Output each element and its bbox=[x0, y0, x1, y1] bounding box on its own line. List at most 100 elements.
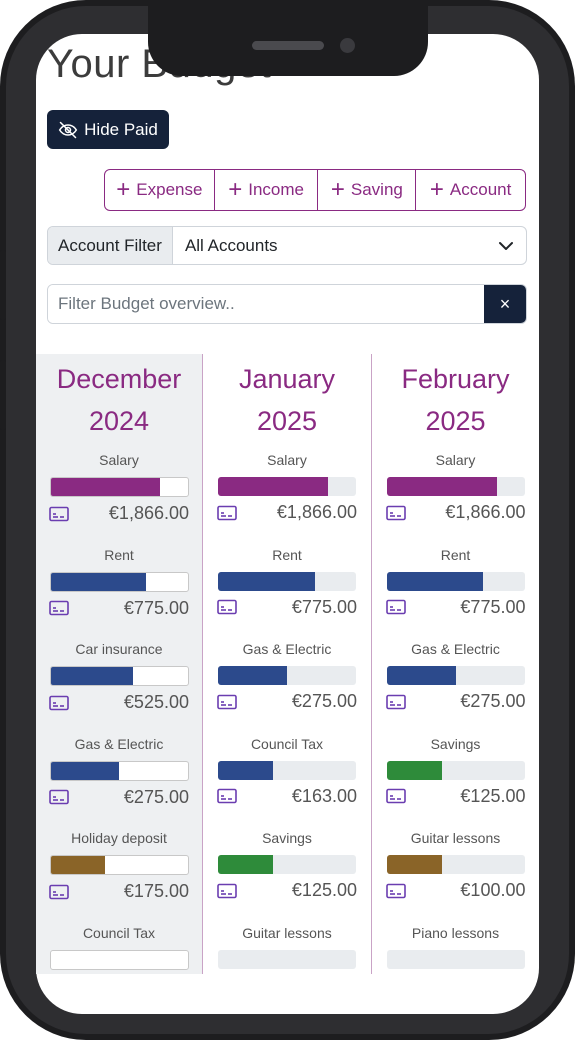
budget-item[interactable]: Rent €775.00 bbox=[203, 547, 371, 618]
month-column: January 2025 Salary €1,866.00 Rent €775.00 Gas… bbox=[203, 354, 371, 974]
month-column: February 2025 Salary €1,866.00 Rent €775.00 Ga… bbox=[372, 354, 539, 974]
budget-item[interactable]: Salary €1,866.00 bbox=[203, 452, 371, 523]
budget-progress-fill bbox=[386, 855, 442, 874]
account-filter-label: Account Filter bbox=[48, 227, 173, 264]
budget-item-name: Savings bbox=[262, 830, 312, 846]
budget-item-name: Council Tax bbox=[250, 735, 324, 752]
budget-item[interactable]: Gas & Electric €275.00 bbox=[36, 736, 202, 808]
budget-progress-fill bbox=[386, 666, 456, 685]
budget-item-footer: €525.00 bbox=[49, 692, 189, 713]
add-account-button[interactable]: + Account bbox=[416, 170, 525, 210]
credit-card-icon[interactable] bbox=[217, 599, 237, 615]
budget-item[interactable]: Savings €125.00 bbox=[203, 830, 371, 901]
budget-item-name: Savings bbox=[430, 735, 481, 752]
budget-item[interactable]: Gas & Electric €275.00 bbox=[203, 641, 371, 712]
phone-notch bbox=[148, 0, 428, 76]
budget-progress-fill bbox=[50, 856, 106, 874]
budget-progress-bar bbox=[49, 571, 189, 592]
credit-card-icon[interactable] bbox=[385, 505, 406, 521]
budget-item[interactable]: Guitar lessons €100.00 bbox=[372, 830, 539, 901]
budget-item-footer: €125.00 bbox=[217, 880, 357, 901]
budget-item-amount: €275.00 bbox=[460, 691, 526, 711]
month-name: December bbox=[56, 364, 182, 394]
budget-item[interactable]: Piano lessons bbox=[372, 925, 539, 969]
credit-card-icon[interactable] bbox=[385, 599, 406, 615]
account-filter-select[interactable]: All Accounts bbox=[173, 227, 526, 264]
chevron-down-icon bbox=[499, 241, 513, 250]
add-saving-button[interactable]: + Saving bbox=[318, 170, 417, 210]
account-filter: Account Filter All Accounts bbox=[47, 226, 527, 265]
budget-item-amount: €275.00 bbox=[291, 691, 357, 711]
budget-item[interactable]: Holiday deposit €175.00 bbox=[36, 830, 202, 902]
budget-item[interactable]: Rent €775.00 bbox=[372, 547, 539, 618]
budget-progress-bar bbox=[386, 949, 525, 969]
hide-paid-label: Hide Paid bbox=[84, 119, 158, 139]
budget-item[interactable]: Salary €1,866.00 bbox=[372, 452, 539, 523]
credit-card-icon[interactable] bbox=[49, 506, 69, 522]
add-income-button[interactable]: + Income bbox=[215, 170, 319, 210]
budget-item[interactable]: Council Tax bbox=[36, 925, 202, 970]
budget-item-footer: €125.00 bbox=[385, 785, 526, 807]
clear-search-button[interactable]: × bbox=[484, 285, 526, 323]
plus-icon: + bbox=[330, 176, 345, 203]
credit-card-icon[interactable] bbox=[385, 788, 406, 804]
budget-item-footer: €100.00 bbox=[385, 880, 526, 901]
credit-card-icon[interactable] bbox=[49, 884, 69, 900]
budget-item-name: Guitar lessons bbox=[242, 924, 332, 941]
credit-card-icon[interactable] bbox=[385, 883, 406, 899]
budget-item-name: Piano lessons bbox=[411, 924, 500, 941]
budget-item-footer: €175.00 bbox=[49, 881, 189, 902]
credit-card-icon[interactable] bbox=[217, 505, 237, 521]
budget-progress-fill bbox=[386, 571, 484, 591]
phone-button-right bbox=[569, 270, 575, 380]
budget-item-footer: €775.00 bbox=[385, 597, 526, 618]
budget-item-name: Rent bbox=[272, 546, 302, 563]
hide-paid-button[interactable]: Hide Paid bbox=[47, 110, 169, 149]
budget-item[interactable]: Guitar lessons bbox=[203, 925, 371, 969]
month-name: January bbox=[238, 364, 336, 394]
budget-progress-bar bbox=[386, 760, 525, 780]
budget-progress-bar bbox=[218, 760, 356, 780]
credit-card-icon[interactable] bbox=[217, 694, 237, 710]
credit-card-icon[interactable] bbox=[217, 883, 237, 899]
budget-item[interactable]: Savings €125.00 bbox=[372, 736, 539, 807]
add-button-group: + Expense + Income + Saving + Account bbox=[104, 169, 526, 211]
budget-progress-fill bbox=[50, 667, 133, 685]
budget-item-amount: €163.00 bbox=[291, 785, 357, 806]
budget-item[interactable]: Car insurance €525.00 bbox=[36, 641, 202, 713]
credit-card-icon[interactable] bbox=[385, 694, 406, 710]
budget-item-footer: €1,866.00 bbox=[217, 502, 357, 523]
budget-item-footer: €775.00 bbox=[217, 597, 357, 618]
add-expense-button[interactable]: + Expense bbox=[105, 170, 215, 210]
credit-card-icon[interactable] bbox=[49, 600, 69, 616]
budget-item-amount: €1,866.00 bbox=[276, 502, 357, 522]
search-input[interactable] bbox=[48, 285, 484, 323]
credit-card-icon[interactable] bbox=[49, 695, 69, 711]
budget-overview: December 2024 Salary €1,866.00 Rent €775.00 Ca… bbox=[36, 354, 539, 974]
budget-item-amount: €125.00 bbox=[460, 785, 526, 806]
budget-item[interactable]: Rent €775.00 bbox=[36, 547, 202, 619]
budget-progress-fill bbox=[386, 477, 497, 496]
budget-progress-bar bbox=[386, 666, 525, 685]
budget-item-footer: €1,866.00 bbox=[385, 502, 526, 523]
budget-item[interactable]: Council Tax €163.00 bbox=[203, 736, 371, 807]
budget-item[interactable]: Salary €1,866.00 bbox=[36, 452, 202, 524]
budget-item-amount: €1,866.00 bbox=[108, 503, 189, 523]
budget-item-amount: €1,866.00 bbox=[445, 502, 526, 522]
credit-card-icon[interactable] bbox=[49, 789, 69, 805]
budget-item[interactable]: Gas & Electric €275.00 bbox=[372, 641, 539, 712]
budget-progress-bar bbox=[218, 571, 356, 591]
budget-item-name: Gas & Electric bbox=[242, 641, 332, 657]
budget-item-footer: €163.00 bbox=[217, 786, 357, 807]
budget-item-name: Car insurance bbox=[75, 641, 163, 657]
column-divider bbox=[371, 354, 372, 974]
budget-item-name: Salary bbox=[435, 452, 476, 468]
budget-progress-bar bbox=[386, 477, 525, 496]
phone-speaker bbox=[252, 41, 324, 50]
phone-camera bbox=[340, 38, 355, 53]
month-column: December 2024 Salary €1,866.00 Rent €775.00 Ca… bbox=[36, 354, 202, 974]
credit-card-icon[interactable] bbox=[217, 788, 237, 804]
budget-item-footer: €775.00 bbox=[49, 598, 189, 619]
budget-progress-bar bbox=[49, 666, 189, 686]
month-heading: December 2024 bbox=[36, 358, 202, 442]
